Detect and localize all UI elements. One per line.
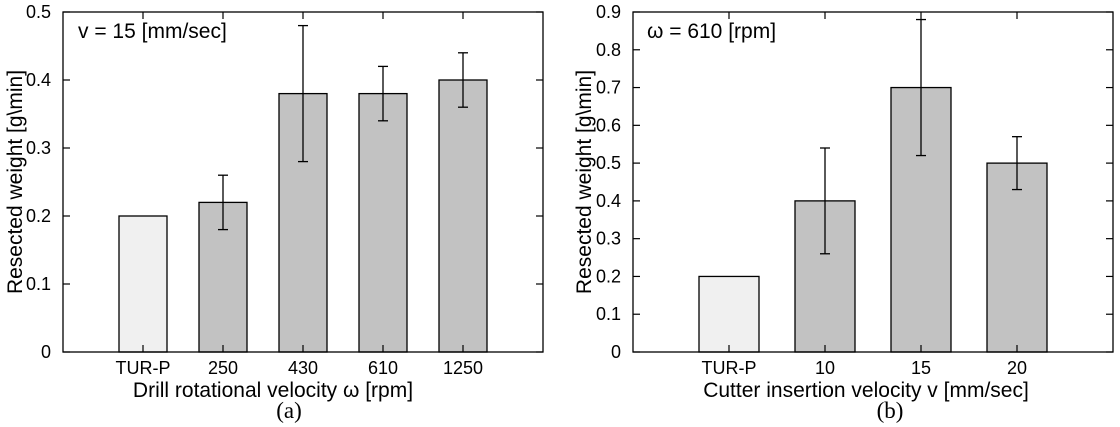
- y-tick-label: 0.7: [596, 78, 621, 98]
- y-tick-label: 0: [611, 342, 621, 362]
- bar: [118, 215, 168, 353]
- x-tick-label: 15: [911, 358, 931, 378]
- y-tick-label: 0.4: [596, 191, 621, 211]
- x-axis-label: Drill rotational velocity ω [rpm]: [133, 379, 413, 402]
- x-tick-label: 1250: [443, 358, 483, 378]
- panel-caption: (a): [276, 398, 302, 423]
- bar: [358, 92, 408, 353]
- bar: [986, 162, 1048, 353]
- y-tick-label: 0.8: [596, 40, 621, 60]
- bar: [438, 79, 488, 353]
- x-tick-label: 10: [815, 358, 835, 378]
- x-tick-label: TUR-P: [702, 358, 757, 378]
- y-tick-label: 0.2: [596, 266, 621, 286]
- x-tick-label: 250: [208, 358, 238, 378]
- y-tick-label: 0.1: [596, 304, 621, 324]
- bar: [698, 275, 760, 353]
- y-axis-label: Resected weight [g\min]: [4, 70, 27, 294]
- chart-panel-a: 0 0.1 0.2 0.3 0.4 0.5 TUR-P 250 430 610 1250 v = 15…: [4, 2, 544, 423]
- panel-caption: (b): [877, 398, 904, 423]
- x-axis-label: Cutter insertion velocity v [mm/sec]: [703, 379, 1029, 402]
- x-tick-label: 610: [368, 358, 398, 378]
- y-tick-label: 0.4: [26, 70, 51, 90]
- y-tick-label: 0.3: [596, 229, 621, 249]
- y-axis-label: Resected weight [g\min]: [573, 70, 596, 294]
- y-tick-label: 0.9: [596, 2, 621, 22]
- x-tick-label: 430: [288, 358, 318, 378]
- panel-annotation: v = 15 [mm/sec]: [78, 20, 227, 43]
- y-tick-label: 0.3: [26, 138, 51, 158]
- x-tick-label: TUR-P: [116, 358, 171, 378]
- y-tick-label: 0.6: [596, 115, 621, 135]
- chart-panel-b: 0 0.1 0.2 0.3 0.4 0.5 0.6 0.7 0.8 0.9 TUR-P 10 15 20 ω…: [573, 2, 1114, 423]
- plot-frame: [632, 11, 1114, 353]
- y-tick-label: 0: [41, 342, 51, 362]
- panel-annotation: ω = 610 [rpm]: [647, 20, 776, 43]
- y-tick-label: 0.2: [26, 206, 51, 226]
- x-tick-label: 20: [1007, 358, 1027, 378]
- y-tick-label: 0.1: [26, 274, 51, 294]
- y-tick-label: 0.5: [26, 2, 51, 22]
- y-tick-label: 0.5: [596, 153, 621, 173]
